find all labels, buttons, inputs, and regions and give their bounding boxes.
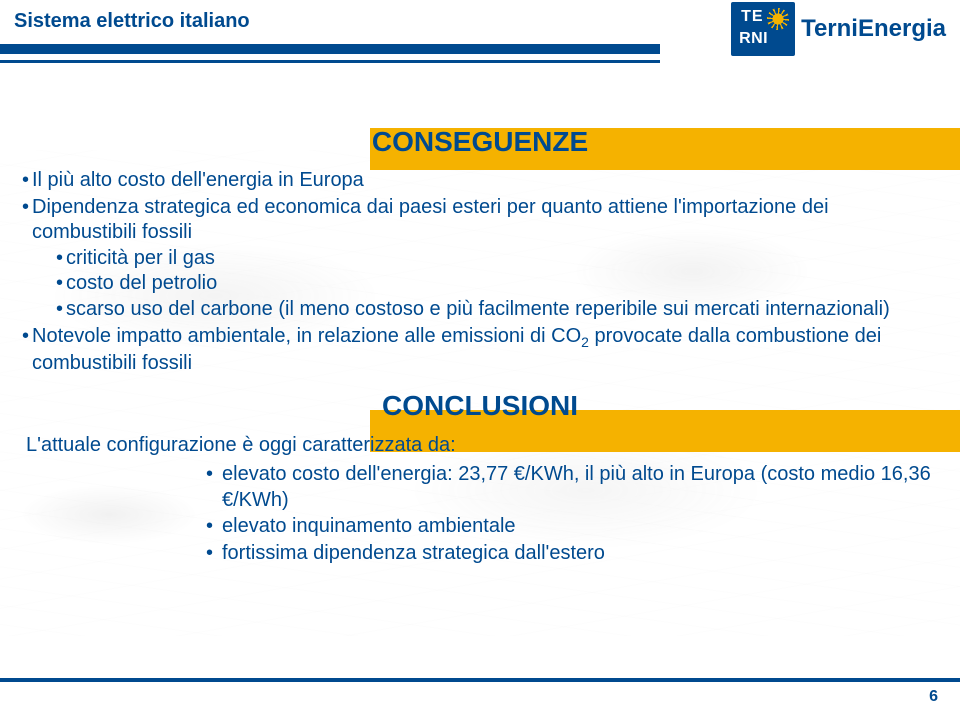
list-item: Notevole impatto ambientale, in relazion… <box>22 324 934 378</box>
section2-sub-bullets: elevato costo dell'energia: 23,77 €/KWh,… <box>202 460 938 569</box>
logo-mark: TE RNI <box>731 2 795 56</box>
header-rule-thin <box>0 60 660 63</box>
page-number: 6 <box>929 688 938 706</box>
list-item: costo del petrolio <box>56 271 934 297</box>
logo: TE RNI TerniEnergia <box>731 2 946 56</box>
list-item: criticità per il gas <box>56 246 934 272</box>
footer-rule <box>0 678 960 682</box>
list-item: elevato inquinamento ambientale <box>206 514 934 540</box>
logo-te: TE <box>741 8 763 26</box>
section2-intro: L'attuale configurazione è oggi caratter… <box>22 430 938 460</box>
list-item: fortissima dipendenza strategica dall'es… <box>206 541 934 567</box>
list-item: elevato costo dell'energia: 23,77 €/KWh,… <box>206 462 934 513</box>
list-item: scarso uso del carbone (il meno costoso … <box>56 297 934 323</box>
list-item: Dipendenza strategica ed economica dai p… <box>22 195 934 323</box>
sun-icon <box>767 8 789 30</box>
section1-title: CONSEGUENZE <box>22 126 938 158</box>
list-item: Il più alto costo dell'energia in Europa <box>22 168 934 194</box>
logo-rni: RNI <box>739 30 768 48</box>
header-rule-thick <box>0 44 660 54</box>
content: CONSEGUENZE Il più alto costo dell'energ… <box>0 100 960 569</box>
logo-company: TerniEnergia <box>801 17 946 41</box>
section2-title: CONCLUSIONI <box>22 390 938 422</box>
header: Sistema elettrico italiano TE RNI TerniE… <box>0 0 960 100</box>
section1-bullets: Il più alto costo dell'energia in Europa… <box>22 166 938 380</box>
